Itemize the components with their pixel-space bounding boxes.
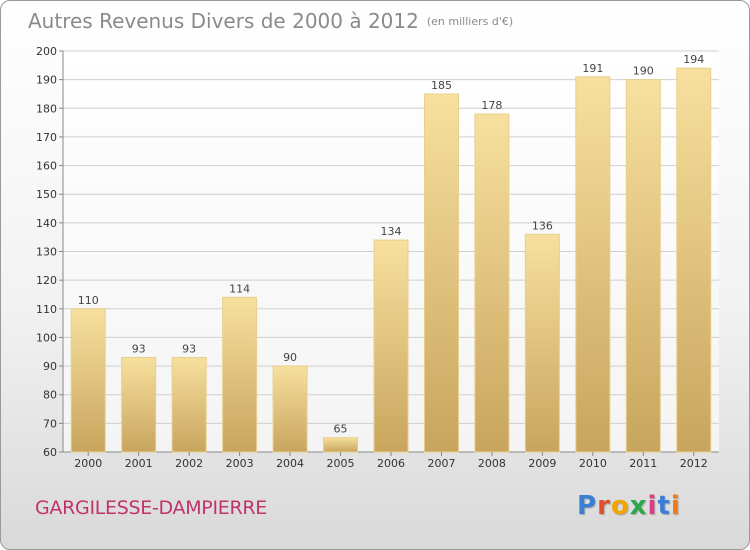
bar bbox=[676, 67, 712, 453]
y-tick-label: 60 bbox=[43, 446, 57, 459]
bar bbox=[272, 365, 308, 453]
bar-value-label: 93 bbox=[182, 342, 196, 355]
y-tick-label: 180 bbox=[36, 102, 57, 115]
x-tick-label: 2006 bbox=[377, 457, 405, 470]
y-tick-label: 110 bbox=[36, 303, 57, 316]
x-tick-label: 2012 bbox=[680, 457, 708, 470]
bar bbox=[323, 437, 359, 453]
logo-letter: x bbox=[629, 491, 648, 521]
bar bbox=[474, 113, 510, 453]
bar bbox=[171, 356, 207, 453]
logo-letter: i bbox=[670, 491, 681, 521]
y-tick-label: 200 bbox=[36, 45, 57, 58]
chart-title-text: Autres Revenus Divers de 2000 à 2012 bbox=[28, 9, 419, 33]
bar bbox=[423, 93, 459, 453]
plot-area: 60 70 80 90 100 110 120 130 140 150 160 170 180 190 20… bbox=[36, 45, 719, 470]
chart-unit: (en milliers d'€) bbox=[426, 15, 514, 28]
y-tick-label: 170 bbox=[36, 131, 57, 144]
y-tick-label: 190 bbox=[36, 74, 57, 87]
x-tick-label: 2000 bbox=[74, 457, 102, 470]
bar-value-label: 114 bbox=[229, 282, 250, 295]
bar bbox=[222, 296, 258, 453]
bar-value-label: 185 bbox=[431, 79, 452, 92]
bar-value-label: 136 bbox=[532, 219, 553, 232]
y-tick-label: 120 bbox=[36, 274, 57, 287]
x-tick-label: 2004 bbox=[276, 457, 304, 470]
bar bbox=[70, 308, 106, 453]
x-tick-label: 2001 bbox=[125, 457, 153, 470]
y-tick-label: 100 bbox=[36, 331, 57, 344]
bar-value-label: 191 bbox=[582, 62, 603, 75]
bar bbox=[373, 239, 409, 453]
proxiti-logo: Proxiti bbox=[577, 491, 681, 521]
place-name: GARGILESSE-DAMPIERRE bbox=[35, 497, 267, 519]
x-tick-label: 2008 bbox=[478, 457, 506, 470]
chart-title: Autres Revenus Divers de 2000 à 2012 (en … bbox=[28, 9, 513, 33]
bar-value-label: 93 bbox=[132, 342, 146, 355]
x-tick-label: 2009 bbox=[528, 457, 556, 470]
y-tick-label: 70 bbox=[43, 417, 57, 430]
bar bbox=[121, 356, 157, 453]
y-tick-label: 80 bbox=[43, 389, 57, 402]
y-tick-label: 150 bbox=[36, 188, 57, 201]
bar bbox=[524, 233, 560, 453]
y-tick-label: 160 bbox=[36, 160, 57, 173]
y-tick-label: 130 bbox=[36, 246, 57, 259]
bar-value-label: 65 bbox=[334, 423, 348, 436]
bar bbox=[575, 76, 611, 453]
x-tick-label: 2003 bbox=[226, 457, 254, 470]
bar-value-label: 110 bbox=[78, 294, 99, 307]
logo-letter: r bbox=[597, 491, 611, 521]
bar-value-label: 178 bbox=[481, 99, 502, 112]
bar-value-label: 190 bbox=[633, 65, 654, 78]
x-tick-label: 2002 bbox=[175, 457, 203, 470]
x-tick-label: 2010 bbox=[579, 457, 607, 470]
bar-value-label: 90 bbox=[283, 351, 297, 364]
x-tick-label: 2011 bbox=[629, 457, 657, 470]
bar-value-label: 134 bbox=[381, 225, 402, 238]
x-tick-label: 2005 bbox=[327, 457, 355, 470]
logo-letter: i bbox=[647, 491, 658, 521]
x-tick-label: 2007 bbox=[427, 457, 455, 470]
logo-letter: P bbox=[577, 491, 598, 521]
y-tick-label: 90 bbox=[43, 360, 57, 373]
bar bbox=[625, 79, 661, 453]
bar-value-label: 194 bbox=[683, 53, 704, 66]
y-tick-label: 140 bbox=[36, 217, 57, 230]
logo-letter: t bbox=[657, 491, 671, 521]
logo-letter: o bbox=[610, 491, 630, 521]
